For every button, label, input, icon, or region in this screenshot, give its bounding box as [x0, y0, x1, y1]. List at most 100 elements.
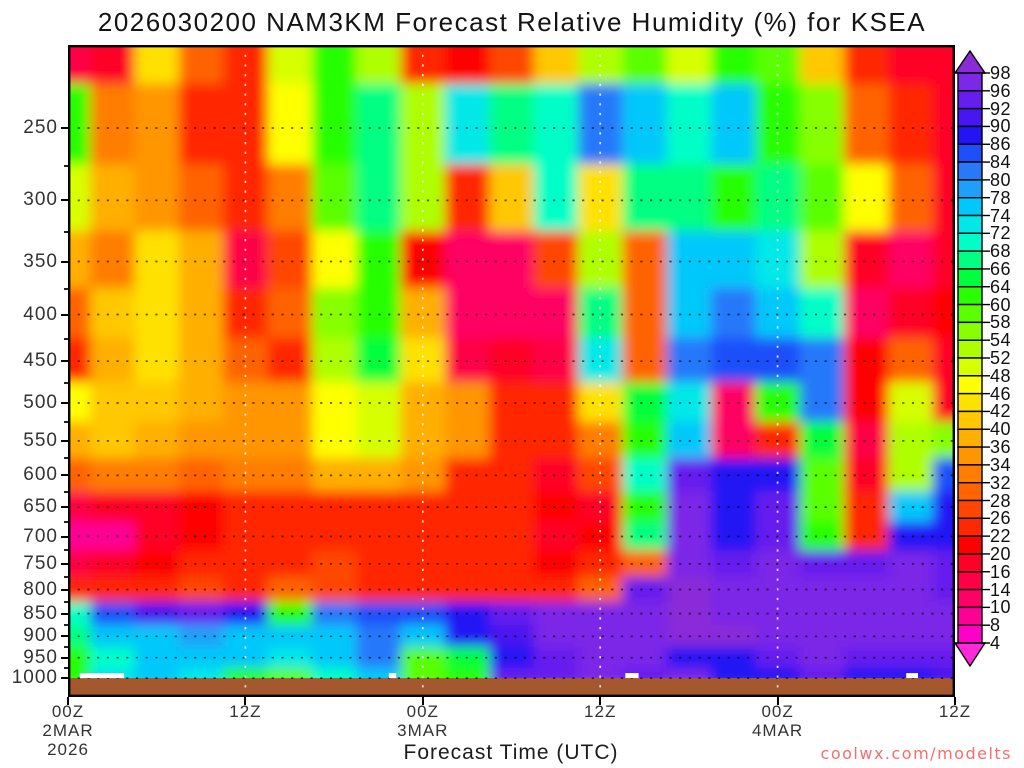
y-axis-tick [61, 635, 68, 638]
y-axis-minor-tick [64, 646, 68, 649]
y-axis-minor-tick [64, 287, 68, 290]
colorbar-label: 84 [990, 152, 1012, 173]
y-axis-tick [61, 562, 68, 565]
y-axis-tick [61, 127, 68, 130]
y-axis-minor-tick [64, 575, 68, 578]
y-axis-label: 350 [23, 250, 58, 272]
colorbar-arrow-top [953, 49, 987, 74]
y-axis-label: 500 [23, 392, 58, 414]
surface-markers [79, 673, 918, 679]
x-axis-title: Forecast Time (UTC) [403, 741, 619, 764]
x-axis-label-time: 00Z [761, 702, 794, 721]
colorbar-label: 92 [990, 98, 1012, 119]
y-axis-label: 400 [23, 303, 58, 325]
colorbar-label: 34 [990, 454, 1012, 475]
x-axis-label-time: 12Z [938, 702, 972, 721]
colorbar-label: 64 [990, 276, 1012, 297]
x-axis-label-time: 12Z [229, 702, 262, 721]
colorbar-label: 60 [990, 294, 1012, 315]
colorbar-label: 74 [990, 205, 1012, 226]
y-axis-minor-tick [64, 490, 68, 493]
y-axis-tick [61, 439, 68, 442]
y-axis-label: 950 [23, 646, 58, 668]
y-axis-label: 250 [23, 117, 58, 139]
y-axis-tick [61, 677, 68, 680]
y-axis-tick [61, 402, 68, 405]
x-axis-label-time: 00Z [406, 702, 439, 721]
x-axis-tick [244, 697, 247, 705]
y-axis-minor-tick [64, 231, 68, 234]
pressure-gridlines [68, 127, 955, 679]
y-axis-label: 700 [23, 525, 58, 547]
y-axis-minor-tick [64, 667, 68, 669]
colorbar-label: 52 [990, 348, 1012, 368]
y-axis-tick [61, 612, 68, 615]
colorbar-label: 8 [990, 615, 1001, 636]
watermark: coolwx.com/modelts [820, 744, 1012, 763]
y-axis-label: 550 [23, 429, 58, 451]
y-axis-minor-tick [64, 421, 68, 424]
colorbar-label: 46 [990, 383, 1012, 404]
colorbar-label: 68 [990, 241, 1012, 262]
y-axis-label: 750 [23, 552, 58, 574]
x-axis-label-date: 2026 [47, 740, 89, 759]
colorbar [953, 49, 990, 668]
colorbar-arrow-bottom [953, 642, 987, 668]
y-axis-tick [61, 313, 68, 316]
colorbar-label: 36 [990, 437, 1012, 458]
colorbar-label: 48 [990, 365, 1012, 386]
colorbar-label: 78 [990, 187, 1012, 208]
y-axis-label: 850 [23, 602, 58, 624]
colorbar-label: 28 [990, 490, 1012, 511]
x-axis-tick [67, 697, 69, 705]
y-axis-label: 650 [23, 496, 58, 518]
y-axis-label: 450 [23, 350, 58, 372]
x-axis-label-time: 12Z [584, 702, 617, 721]
colorbar-label: 26 [990, 508, 1012, 529]
y-axis-minor-tick [64, 549, 68, 552]
colorbar-label: 96 [990, 80, 1012, 101]
y-axis-tick [61, 360, 68, 363]
y-axis-label: 600 [23, 464, 58, 486]
colorbar-label: 58 [990, 312, 1012, 333]
colorbar-label: 72 [990, 223, 1012, 244]
y-axis-minor-tick [64, 600, 68, 603]
y-axis-label: 300 [23, 189, 58, 211]
colorbar-label: 32 [990, 472, 1012, 493]
plot-border [68, 45, 955, 697]
y-axis-minor-tick [64, 337, 68, 340]
colorbar-label: 90 [990, 116, 1012, 137]
colorbar-label: 86 [990, 134, 1012, 155]
x-axis-label-date: 2MAR [42, 721, 94, 740]
y-axis-minor-tick [64, 624, 68, 627]
y-axis-label: 800 [23, 578, 58, 600]
rh-field [68, 45, 955, 688]
y-axis-tick [61, 506, 68, 509]
y-axis-minor-tick [64, 164, 68, 167]
rh-heatmap [68, 45, 955, 697]
chart-title: 2026030200 NAM3KM Forecast Relative Humi… [97, 7, 927, 37]
y-axis-minor-tick [64, 457, 68, 460]
x-axis-label-date: 3MAR [397, 721, 449, 740]
colorbar-label: 14 [990, 579, 1012, 600]
colorbar-label: 98 [990, 63, 1012, 83]
y-axis-minor-tick [64, 521, 68, 524]
colorbar-label: 54 [990, 330, 1012, 351]
y-axis-label: 900 [23, 625, 58, 647]
y-axis-label: 1000 [11, 667, 58, 689]
colorbar-label: 40 [990, 419, 1012, 440]
x-axis-label-time: 00Z [51, 702, 85, 721]
x-axis-label-date: 4MAR [751, 721, 804, 740]
colorbar-label: 80 [990, 169, 1012, 190]
y-axis-tick [61, 535, 68, 538]
y-axis-minor-tick [64, 381, 68, 384]
terrain [68, 678, 955, 697]
x-axis-tick [599, 697, 602, 705]
x-axis-tick [421, 697, 424, 705]
colorbar-label: 16 [990, 561, 1012, 582]
y-axis-tick [61, 260, 68, 263]
colorbar-label: 66 [990, 258, 1012, 279]
y-axis-tick [61, 656, 68, 659]
y-axis-tick [61, 474, 68, 477]
